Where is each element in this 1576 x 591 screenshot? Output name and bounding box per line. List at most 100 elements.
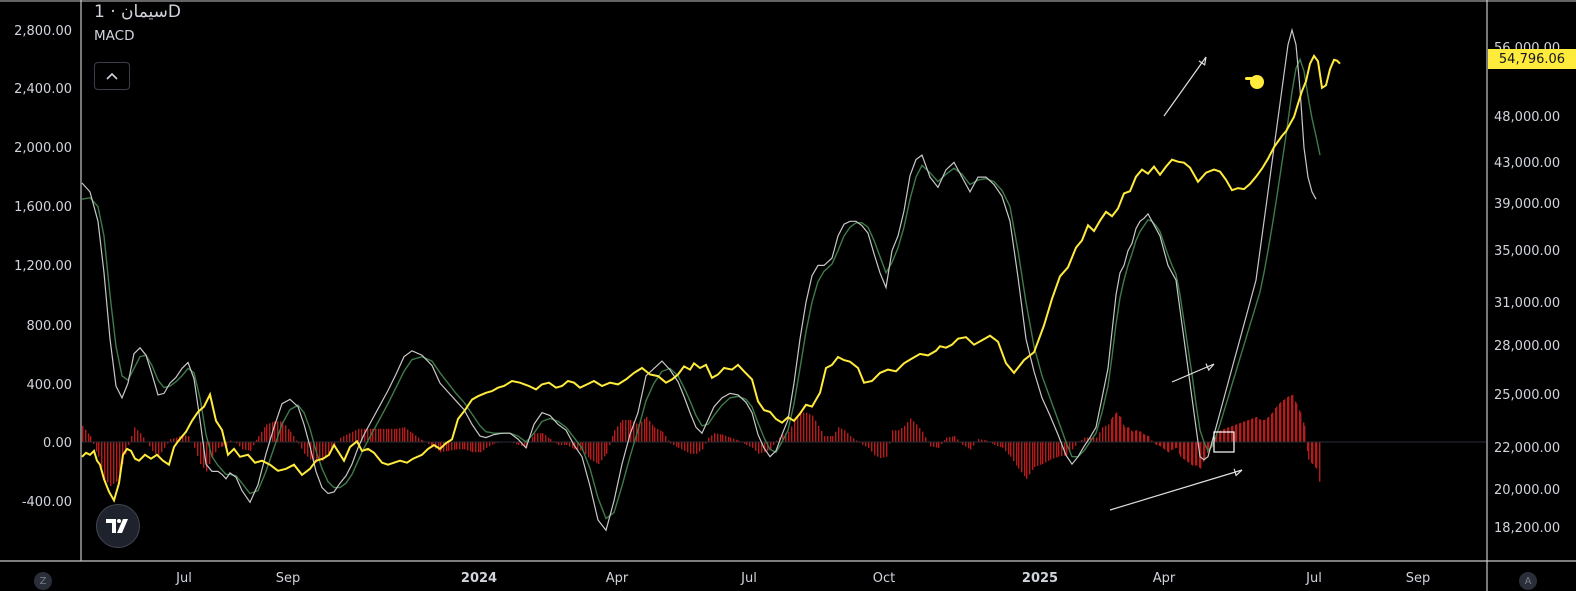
histogram-bar: [827, 436, 829, 442]
histogram-bar: [654, 427, 656, 442]
histogram-bar: [1002, 442, 1004, 448]
histogram-bar: [1072, 442, 1074, 450]
histogram-bar: [1128, 427, 1130, 442]
histogram-bar: [537, 433, 539, 442]
histogram-bar: [152, 442, 154, 451]
histogram-bar: [644, 418, 646, 442]
auto-scale-button[interactable]: A: [1519, 572, 1537, 590]
histogram-bar: [1183, 442, 1185, 459]
histogram-bar: [470, 442, 472, 452]
histogram-bar: [684, 442, 686, 451]
histogram-bar: [209, 442, 211, 465]
histogram-bar: [744, 442, 746, 444]
tradingview-logo[interactable]: [96, 504, 140, 548]
left-axis-tick-label: 400.00: [27, 378, 73, 393]
histogram-bar: [230, 440, 232, 442]
histogram-bar: [1032, 442, 1034, 470]
histogram-bar: [614, 430, 616, 442]
pointer-hand-finger: [1245, 77, 1255, 80]
histogram-bar: [1064, 442, 1066, 456]
histogram-bar: [290, 431, 292, 442]
chart-legend: سیمان · 1D MACD: [94, 2, 181, 44]
histogram-bar: [844, 430, 846, 442]
histogram-bar: [1307, 442, 1309, 452]
histogram-bar: [1087, 437, 1089, 442]
histogram-bar: [1276, 406, 1278, 442]
histogram-bar: [865, 442, 867, 447]
lines-layer: [81, 27, 1341, 532]
histogram-bar: [1232, 425, 1234, 442]
histogram-layer: [82, 394, 1486, 487]
histogram-bar: [1295, 401, 1297, 442]
histogram-bar: [1081, 439, 1083, 442]
histogram-bar: [1204, 442, 1206, 460]
histogram-bar: [835, 431, 837, 442]
indicator-label[interactable]: MACD: [94, 28, 135, 44]
histogram-bar: [364, 428, 366, 442]
left-axis-tick-label: 800.00: [27, 319, 73, 334]
histogram-bar: [101, 442, 103, 468]
histogram-bar: [462, 442, 464, 450]
histogram-bar: [904, 425, 906, 442]
histogram-bar: [755, 442, 757, 451]
histogram-bar: [889, 442, 891, 444]
histogram-bar: [239, 442, 241, 447]
time-axis-tick-label: Jul: [740, 571, 757, 586]
histogram-bar: [334, 442, 336, 447]
histogram-bar: [1192, 442, 1194, 466]
time-axis-tick-label: 2024: [461, 571, 497, 586]
histogram-bar: [454, 442, 456, 450]
histogram-bar: [1159, 442, 1161, 447]
histogram-bar: [116, 442, 118, 482]
histogram-bar: [652, 424, 654, 442]
histogram-bar: [261, 431, 263, 442]
histogram-bar: [404, 427, 406, 442]
histogram-bar: [1248, 419, 1250, 442]
histogram-bar: [1160, 442, 1162, 447]
histogram-bar: [1000, 442, 1002, 448]
histogram-bar: [328, 442, 330, 454]
histogram-bar: [494, 442, 496, 444]
histogram-bar: [1315, 442, 1317, 468]
histogram-bar: [325, 442, 327, 458]
histogram-bar: [185, 435, 187, 442]
histogram-bar: [1008, 442, 1010, 455]
histogram-bar: [678, 442, 680, 448]
histogram-bar: [410, 431, 412, 442]
histogram-bar: [913, 421, 915, 442]
histogram-bar: [1224, 428, 1226, 442]
symbol-title[interactable]: سیمان · 1D: [94, 2, 181, 22]
histogram-bar: [90, 436, 92, 442]
histogram-bar: [1251, 418, 1253, 442]
histogram-bar: [892, 430, 894, 442]
histogram-bar: [886, 442, 888, 457]
scale-z-button[interactable]: Z: [34, 572, 52, 590]
histogram-bar: [800, 412, 802, 442]
histogram-bar: [946, 437, 948, 442]
histogram-bar: [222, 442, 224, 447]
histogram-bar: [188, 436, 190, 442]
histogram-bar: [1179, 442, 1181, 455]
histogram-bar: [1069, 442, 1071, 453]
histogram-bar: [1312, 442, 1314, 465]
histogram-bar: [1180, 442, 1182, 457]
histogram-bar: [850, 436, 852, 442]
histogram-bar: [582, 442, 584, 451]
histogram-bar: [301, 442, 303, 449]
last-price-label: 54,796.06: [1488, 49, 1576, 69]
histogram-bar: [399, 428, 401, 442]
histogram-bar: [313, 442, 315, 462]
histogram-bar: [98, 442, 100, 457]
histogram-bar: [919, 428, 921, 442]
histogram-bar: [446, 442, 448, 452]
time-axis-tick-label: Apr: [606, 571, 629, 586]
collapse-legend-button[interactable]: [94, 62, 130, 90]
histogram-bar: [681, 442, 683, 450]
histogram-bar: [973, 442, 975, 446]
histogram-bar: [1127, 427, 1129, 442]
histogram-bar: [467, 442, 469, 451]
macd-up-arrow: [1163, 56, 1207, 117]
histogram-bar: [226, 442, 228, 447]
histogram-bar: [933, 442, 935, 447]
